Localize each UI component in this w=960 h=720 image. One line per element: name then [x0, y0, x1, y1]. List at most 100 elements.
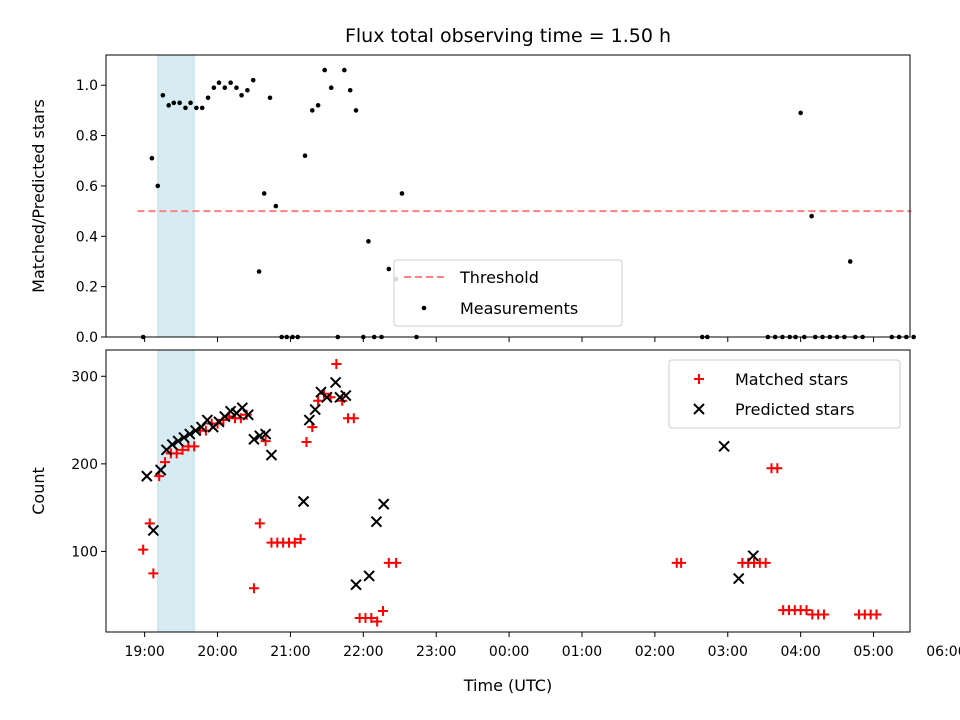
series-predicted-stars: [141, 376, 759, 591]
y-tick-label: 200: [71, 457, 98, 473]
matched-star-point: [189, 441, 200, 452]
y-tick-label: 0.4: [76, 229, 98, 245]
y-tick-label: 300: [71, 369, 98, 385]
predicted-star-point: [297, 495, 310, 508]
x-axis-label: Time (UTC): [463, 676, 552, 695]
measurement-point: [222, 85, 228, 91]
measurement-point: [216, 80, 222, 85]
y-tick-label: 0.8: [76, 129, 98, 145]
x-tick-label: 03:00: [708, 644, 748, 660]
y-tick-label: 0.2: [76, 280, 98, 296]
x-tick-label: 01:00: [562, 644, 602, 660]
matched-star-point: [289, 537, 300, 548]
measurement-point: [261, 191, 267, 196]
measurement-point: [160, 92, 166, 98]
legend: Matched stars Predicted stars: [668, 359, 901, 429]
measurement-point: [239, 92, 244, 98]
y-tick-label: 0.6: [76, 179, 98, 195]
matched-star-point: [818, 609, 829, 620]
predicted-star-point: [340, 389, 352, 402]
legend-measurements-label: Measurements: [460, 299, 578, 318]
x-tick-label: 00:00: [489, 644, 529, 660]
chart-title: Flux total observing time = 1.50 h: [345, 25, 671, 47]
legend-box: [393, 259, 623, 327]
predicted-star-point: [189, 424, 202, 437]
matched-star-point: [366, 612, 377, 623]
predicted-star-point: [370, 515, 383, 528]
measurement-point: [199, 105, 205, 111]
y-tick-label: 100: [71, 544, 98, 560]
predicted-star-point: [309, 403, 321, 416]
measurement-point: [245, 87, 250, 93]
x-tick-label: 22:00: [343, 644, 383, 660]
measurement-point: [353, 108, 359, 113]
measurement-point: [809, 213, 814, 219]
predicted-star-point: [166, 438, 179, 451]
predicted-star-point: [259, 428, 272, 440]
x-tick-label: 05:00: [853, 644, 893, 660]
legend: Threshold Measurements: [393, 259, 623, 327]
flux-ratio-panel: 0.0 0.2 0.4 0.6 0.8 1.0 Flux total observing t…: [29, 25, 916, 346]
measurement-point: [267, 95, 273, 101]
measurement-point: [205, 95, 211, 101]
measurement-point: [228, 80, 233, 85]
matched-star-point: [313, 395, 324, 406]
measurement-point: [183, 105, 188, 111]
predicted-star-point: [378, 498, 390, 510]
matched-star-point: [348, 413, 359, 424]
predicted-star-point: [747, 550, 759, 562]
matched-star-point: [372, 616, 383, 627]
y-axis-label: Matched/Predicted stars: [29, 99, 48, 293]
matched-star-point: [760, 557, 771, 568]
matched-star-point: [260, 436, 271, 447]
predicted-star-point: [265, 449, 278, 461]
measurement-point: [155, 183, 161, 189]
predicted-star-point: [329, 376, 342, 389]
x-tick-label: 21:00: [270, 644, 310, 660]
x-tick-label: 06:00: [926, 644, 960, 660]
axes-frame: [105, 54, 911, 338]
measurement-point: [322, 67, 327, 73]
matched-star-point: [331, 359, 342, 370]
measurement-point: [166, 103, 171, 108]
x-tick-label: 19:00: [124, 644, 164, 660]
y-tick-label: 1.0: [76, 78, 98, 94]
measurement-point: [347, 87, 353, 93]
legend-matched-label: Matched stars: [735, 370, 848, 389]
predicted-star-point: [147, 524, 160, 537]
legend-matched-swatch: [694, 374, 704, 384]
matched-star-point: [138, 544, 149, 555]
measurement-point: [177, 100, 182, 106]
predicted-star-point: [184, 428, 196, 440]
x-tick-label: 02:00: [635, 644, 675, 660]
measurement-point: [342, 67, 347, 73]
measurement-point: [847, 259, 853, 264]
predicted-star-point: [363, 570, 375, 582]
measurement-point: [171, 100, 177, 106]
measurement-point: [234, 85, 239, 91]
predicted-star-point: [141, 470, 153, 482]
measurement-point: [911, 334, 916, 340]
measurement-point: [386, 266, 392, 272]
series-matched-stars: [138, 359, 882, 627]
measurement-point: [250, 77, 256, 83]
measurement-point: [328, 85, 334, 91]
predicted-star-point: [154, 464, 167, 476]
legend-predicted-label: Predicted stars: [735, 400, 855, 419]
matched-star-point: [676, 557, 687, 568]
predicted-star-point: [248, 433, 260, 446]
measurement-point: [273, 203, 279, 209]
matched-star-point: [148, 568, 159, 579]
matched-star-point: [391, 557, 402, 568]
x-tick-label: 20:00: [197, 644, 237, 660]
axes-frame: [105, 349, 911, 633]
measurement-point: [798, 110, 803, 116]
matched-star-point: [248, 583, 259, 594]
legend-box: [668, 359, 901, 429]
matched-star-point: [377, 605, 388, 616]
measurement-point: [149, 155, 155, 161]
measurement-point: [315, 103, 321, 108]
predicted-star-point: [242, 409, 254, 421]
predicted-star-point: [303, 414, 316, 426]
